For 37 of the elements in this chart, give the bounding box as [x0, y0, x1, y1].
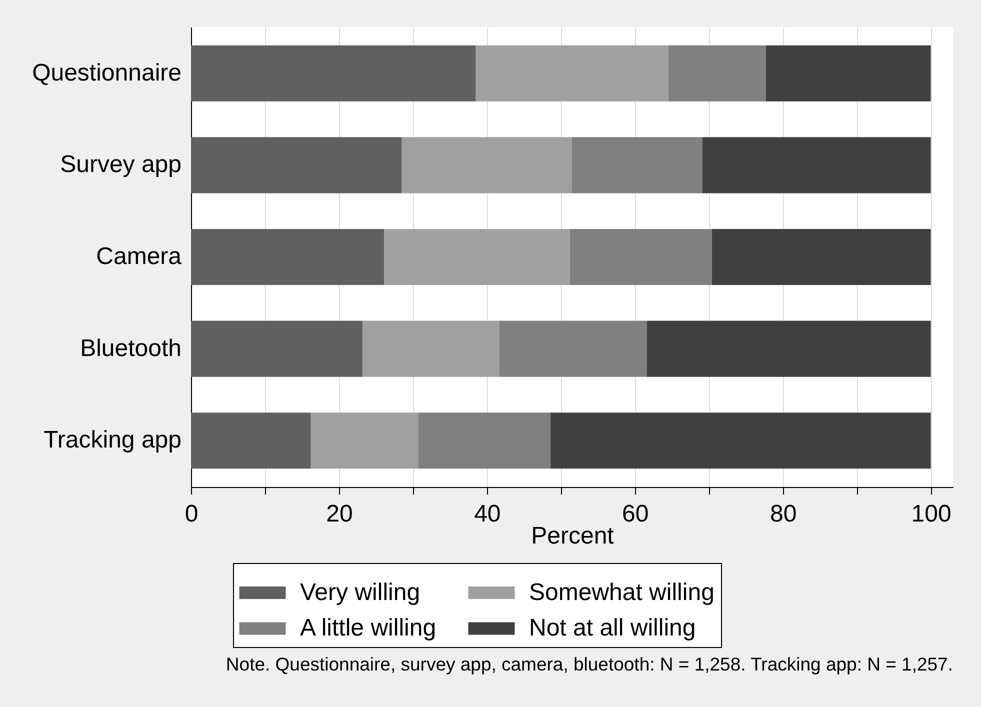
bar — [702, 137, 931, 194]
y-tick-label: Survey app — [60, 151, 182, 178]
y-tick-label: Camera — [96, 243, 182, 270]
bar — [766, 45, 931, 102]
legend-label: Not at all willing — [529, 614, 696, 642]
bar — [476, 45, 668, 102]
bar — [500, 320, 647, 377]
bar — [310, 412, 418, 469]
x-tick-label: 60 — [622, 500, 649, 528]
x-tick-label: 0 — [184, 500, 198, 528]
bar — [646, 320, 931, 377]
x-tick-label: 20 — [326, 500, 353, 528]
x-tick-label: 100 — [911, 500, 952, 528]
legend-label: Very willing — [300, 578, 420, 606]
bar — [402, 137, 572, 194]
legend-label: A little willing — [300, 614, 436, 642]
x-axis-title: Percent — [531, 522, 614, 550]
bar — [191, 412, 311, 469]
y-tick-label: Questionnaire — [32, 59, 182, 86]
bar — [550, 412, 931, 469]
bar — [191, 228, 384, 286]
x-tick-label: 80 — [770, 500, 797, 528]
bar — [191, 45, 476, 102]
x-tick-label: 40 — [474, 500, 501, 528]
y-tick-label: Bluetooth — [80, 334, 182, 362]
y-tick-label: Tracking app — [44, 426, 182, 454]
bar — [418, 412, 551, 469]
bar — [191, 137, 402, 194]
bar — [362, 320, 500, 377]
bar — [572, 137, 702, 194]
bar — [384, 228, 570, 286]
bar — [191, 320, 363, 377]
text: Note. Questionnaire, survey app, camera, bluetooth: N = 1,258. Tracking app: N = 1,257. — [226, 654, 953, 674]
legend-label: Somewhat willing — [529, 578, 714, 606]
bar — [570, 228, 712, 286]
bar — [668, 45, 766, 102]
bar — [712, 228, 931, 286]
